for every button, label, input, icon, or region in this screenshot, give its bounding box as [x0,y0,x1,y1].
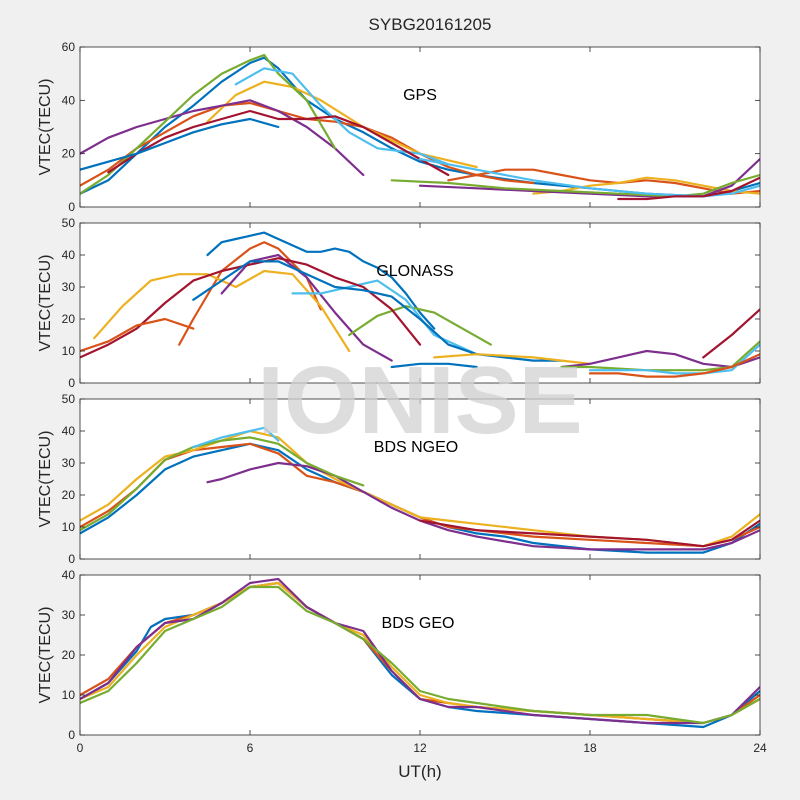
y-tick-label: 30 [62,456,76,470]
series-line [588,343,760,375]
panel-bds-geo: 0 6 12 18 24 0 10 20 30 40 VTEC(TECU) BDS GEO [37,568,767,755]
figure-title: SYBG20161205 [369,15,492,34]
series-line [418,157,760,198]
panel-bds-ngeo: 0 10 20 30 40 50 VTEC(TECU) BDS NGEO [37,392,761,566]
y-tick-label: 0 [68,200,75,214]
series-line [80,436,365,532]
series-line [192,260,563,362]
y-tick-label: 20 [62,488,76,502]
y-axis-label: VTEC(TECU) [37,255,54,352]
series-group [80,53,760,201]
panel-annotation: GLONASS [376,263,453,280]
y-tick-label: 40 [62,568,76,582]
plot-area [80,223,760,383]
y-tick-label: 50 [62,392,76,406]
y-tick-label: 10 [62,520,76,534]
series-line [418,519,760,548]
watermark-text: IONISE [257,347,582,454]
panel-annotation: BDS GEO [382,615,455,632]
series-line [418,157,760,198]
x-tick-label: 18 [583,741,597,755]
plot-area [80,47,760,207]
series-line [80,317,195,353]
series-line [80,577,760,725]
series-line [588,353,760,378]
series-line [291,279,478,356]
panel-gps: 0 20 40 60 VTEC(TECU) GPS [37,40,761,214]
series-line [107,109,450,177]
series-line [348,305,492,346]
x-axis-label: UT(h) [398,762,441,781]
y-tick-label: 20 [62,147,76,161]
x-tick-label: 12 [413,741,427,755]
series-line [206,80,478,169]
y-axis-label: VTEC(TECU) [37,79,54,176]
panel-glonass: 0 10 20 30 40 50 VTEC(TECU) GLONASS [37,216,761,390]
series-line [80,117,280,171]
series-line [80,257,422,359]
series-line [80,585,760,725]
series-line [390,362,478,369]
panel-annotation: GPS [403,87,437,104]
series-line [192,426,280,449]
y-tick-label: 40 [62,424,76,438]
y-axis-label: VTEC(TECU) [37,607,54,704]
y-tick-label: 30 [62,608,76,622]
series-group [80,577,760,729]
series-line [80,99,365,177]
y-tick-label: 50 [62,216,76,230]
y-tick-label: 40 [62,248,76,262]
series-group [80,426,760,554]
y-tick-label: 10 [62,344,76,358]
panel-annotation: BDS NGEO [374,439,458,456]
series-line [390,173,760,198]
series-line [234,67,450,166]
x-tick-label: 6 [247,741,254,755]
series-group [80,231,760,378]
x-tick-label: 24 [753,741,767,755]
y-tick-label: 40 [62,93,76,107]
series-line [702,308,760,359]
y-tick-label: 0 [68,552,75,566]
plot-area [80,575,760,735]
series-line [447,168,760,195]
y-tick-label: 0 [68,376,75,390]
y-tick-label: 20 [62,312,76,326]
y-tick-label: 60 [62,40,76,54]
y-tick-label: 10 [62,688,76,702]
y-tick-label: 30 [62,280,76,294]
series-line [617,176,760,201]
series-line [560,340,760,372]
plot-area [80,399,760,559]
series-line [80,581,760,725]
y-tick-label: 0 [68,728,75,742]
y-tick-label: 20 [62,648,76,662]
series-line [433,353,592,365]
x-tick-label: 0 [77,741,84,755]
series-line [206,231,436,330]
y-axis-label: VTEC(TECU) [37,431,54,528]
